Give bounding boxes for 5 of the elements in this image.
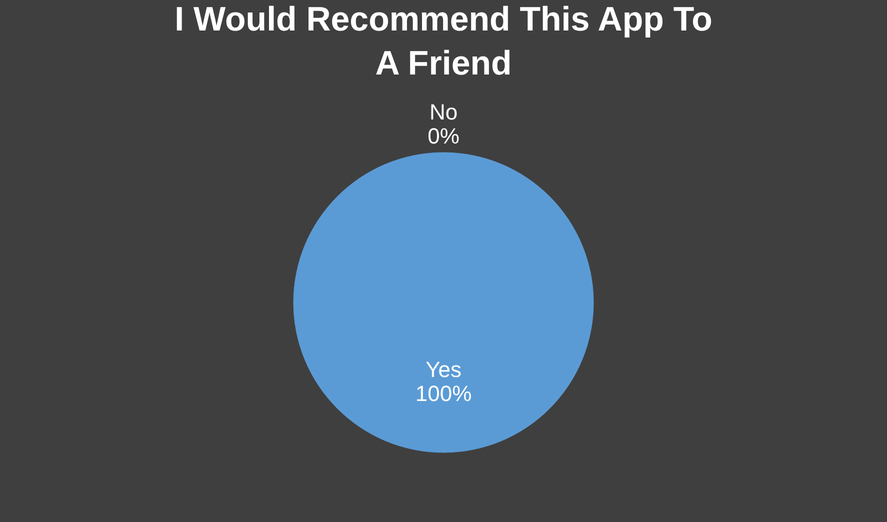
text: 0% <box>428 124 460 148</box>
category-label: No <box>429 100 458 124</box>
slice-label: Yes <box>426 357 462 382</box>
chart-title: I Would Recommend This App To A Friend <box>174 0 712 82</box>
data-label: 100% <box>415 381 472 406</box>
